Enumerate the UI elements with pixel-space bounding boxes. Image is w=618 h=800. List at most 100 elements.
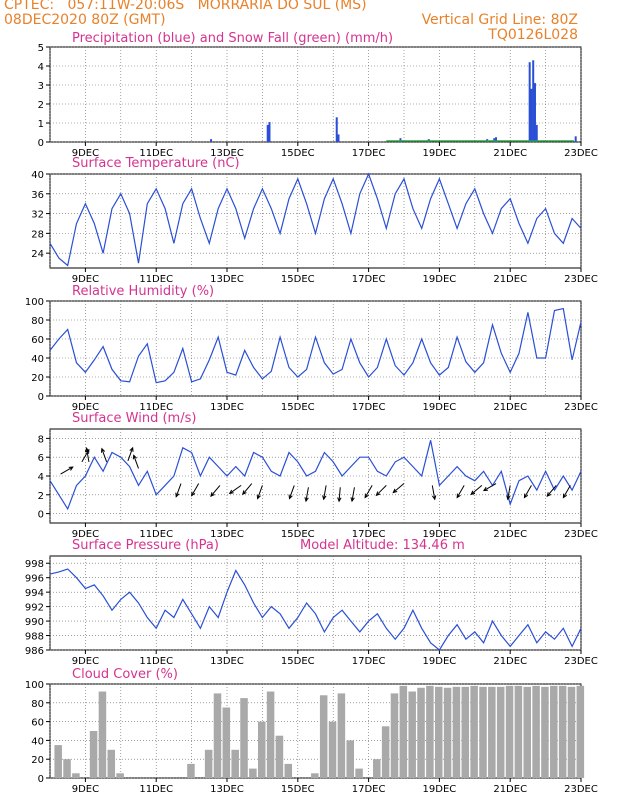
wind-arrow (470, 485, 483, 495)
precip-xtick-label: 21DEC (493, 148, 527, 159)
cloud-bar (231, 749, 239, 778)
cloud-bar (505, 685, 514, 778)
pressure-ytick-label: 998 (25, 559, 44, 570)
precip-ytick-label: 3 (38, 81, 44, 92)
humidity-ytick-label: 0 (38, 392, 44, 403)
cloud-bar (328, 721, 337, 778)
pressure-xtick-label: 11DEC (139, 656, 173, 667)
temperature-xtick-label: 19DEC (423, 274, 457, 285)
cloud-ytick-label: 0 (38, 774, 44, 785)
pressure-ytick-label: 994 (25, 588, 44, 599)
cloud-bar (470, 685, 478, 778)
pressure-xtick-label: 21DEC (493, 656, 527, 667)
temperature-ytick-label: 24 (31, 249, 44, 260)
wind-arrow (81, 449, 90, 463)
wind-arrow-head (392, 488, 398, 494)
precip-ytick-label: 4 (38, 62, 44, 73)
cloud-bar (222, 707, 231, 778)
cloud-title: Cloud Cover (%) (72, 667, 178, 682)
cloud-bar (541, 686, 549, 778)
cloud-bar (373, 759, 381, 778)
wind-arrow (133, 455, 139, 469)
humidity-ytick-label: 60 (31, 335, 44, 346)
pressure-ytick-label: 992 (25, 603, 44, 614)
cloud-bar (116, 773, 124, 778)
precip-xtick-label: 9DEC (72, 148, 99, 159)
humidity-xtick-label: 11DEC (139, 402, 173, 413)
wind-arrow (323, 485, 327, 500)
wind-arrow (364, 485, 373, 498)
cloud-bar (275, 735, 284, 778)
pressure-xtick-label: 15DEC (281, 656, 315, 667)
precip-xtick-label: 13DEC (210, 148, 244, 159)
precip-ytick-label: 5 (38, 43, 44, 54)
pressure-xtick-label: 17DEC (352, 656, 386, 667)
temperature-frame (49, 173, 582, 269)
wind-xtick-label: 21DEC (493, 529, 527, 540)
wind-xtick-label: 11DEC (139, 529, 173, 540)
wind-arrow-head (350, 497, 355, 503)
wind-arrow-head (191, 491, 196, 497)
cloud-bar (284, 763, 293, 778)
cloud-bar (479, 686, 487, 778)
precip-xtick-label: 19DEC (423, 148, 457, 159)
wind-arrow (507, 485, 511, 500)
wind-arrow (456, 485, 465, 498)
cloud-xtick-label: 23DEC (564, 784, 598, 795)
wind-xtick-label: 15DEC (281, 529, 315, 540)
wind-arrow-head (304, 497, 309, 503)
header-grid-note: Vertical Grid Line: 80Z (421, 12, 578, 28)
wind-frame (49, 428, 582, 524)
cloud-xtick-label: 15DEC (281, 784, 315, 795)
wind-xtick-label: 13DEC (210, 529, 244, 540)
humidity-xtick-label: 9DEC (72, 402, 99, 413)
cloud-bar (213, 693, 222, 778)
precip-bar (533, 83, 536, 142)
header-station: CPTEC: 057:11W-20:06S MORRARIA DO SUL (M… (4, 0, 367, 13)
temperature-ytick-label: 36 (31, 190, 44, 201)
wind-arrow (338, 487, 341, 502)
temperature-ytick-label: 32 (31, 210, 44, 221)
precip-frame (49, 46, 582, 143)
cloud-bar (532, 685, 540, 778)
wind-xtick-label: 23DEC (564, 529, 598, 540)
cloud-ytick-label: 60 (31, 718, 44, 729)
cloud-bar (523, 686, 531, 778)
humidity-ytick-label: 80 (31, 316, 44, 327)
temperature-xtick-label: 11DEC (139, 274, 173, 285)
pressure-annotation: Model Altitude: 134.46 m (300, 538, 465, 553)
temperature-ytick-label: 40 (31, 170, 44, 181)
humidity-xtick-label: 21DEC (493, 402, 527, 413)
wind-arrow (305, 487, 309, 502)
precip-ytick-label: 0 (38, 138, 44, 149)
pressure-title: Surface Pressure (hPa) (72, 538, 219, 553)
cloud-bar (72, 773, 80, 778)
pressure-line (49, 568, 582, 651)
wind-arrow-head (100, 447, 106, 453)
wind-xtick-label: 17DEC (352, 529, 386, 540)
temperature-line (49, 172, 582, 267)
precip-bar (268, 122, 271, 142)
cloud-bar (240, 698, 248, 778)
cloud-xtick-label: 11DEC (139, 784, 173, 795)
wind-xtick-label: 19DEC (423, 529, 457, 540)
humidity-ytick-label: 100 (25, 297, 44, 308)
wind-arrow-head (523, 493, 529, 499)
pressure-xtick-label: 9DEC (72, 656, 99, 667)
humidity-title: Relative Humidity (%) (72, 284, 214, 299)
cloud-bar (426, 685, 434, 778)
precip-ytick-label: 2 (38, 100, 44, 111)
cloud-bar (204, 749, 213, 778)
wind-arrow (175, 483, 182, 497)
humidity-frame (49, 300, 582, 397)
precip-bar (574, 136, 577, 142)
pressure-ytick-label: 990 (25, 617, 44, 628)
pressure-ytick-label: 988 (25, 632, 44, 643)
cloud-ytick-label: 80 (31, 699, 44, 710)
precip-xtick-label: 11DEC (139, 148, 173, 159)
pressure-ytick-label: 996 (25, 574, 44, 585)
pressure-ytick-label: 986 (25, 646, 44, 657)
cloud-xtick-label: 19DEC (423, 784, 457, 795)
wind-line (49, 440, 582, 511)
